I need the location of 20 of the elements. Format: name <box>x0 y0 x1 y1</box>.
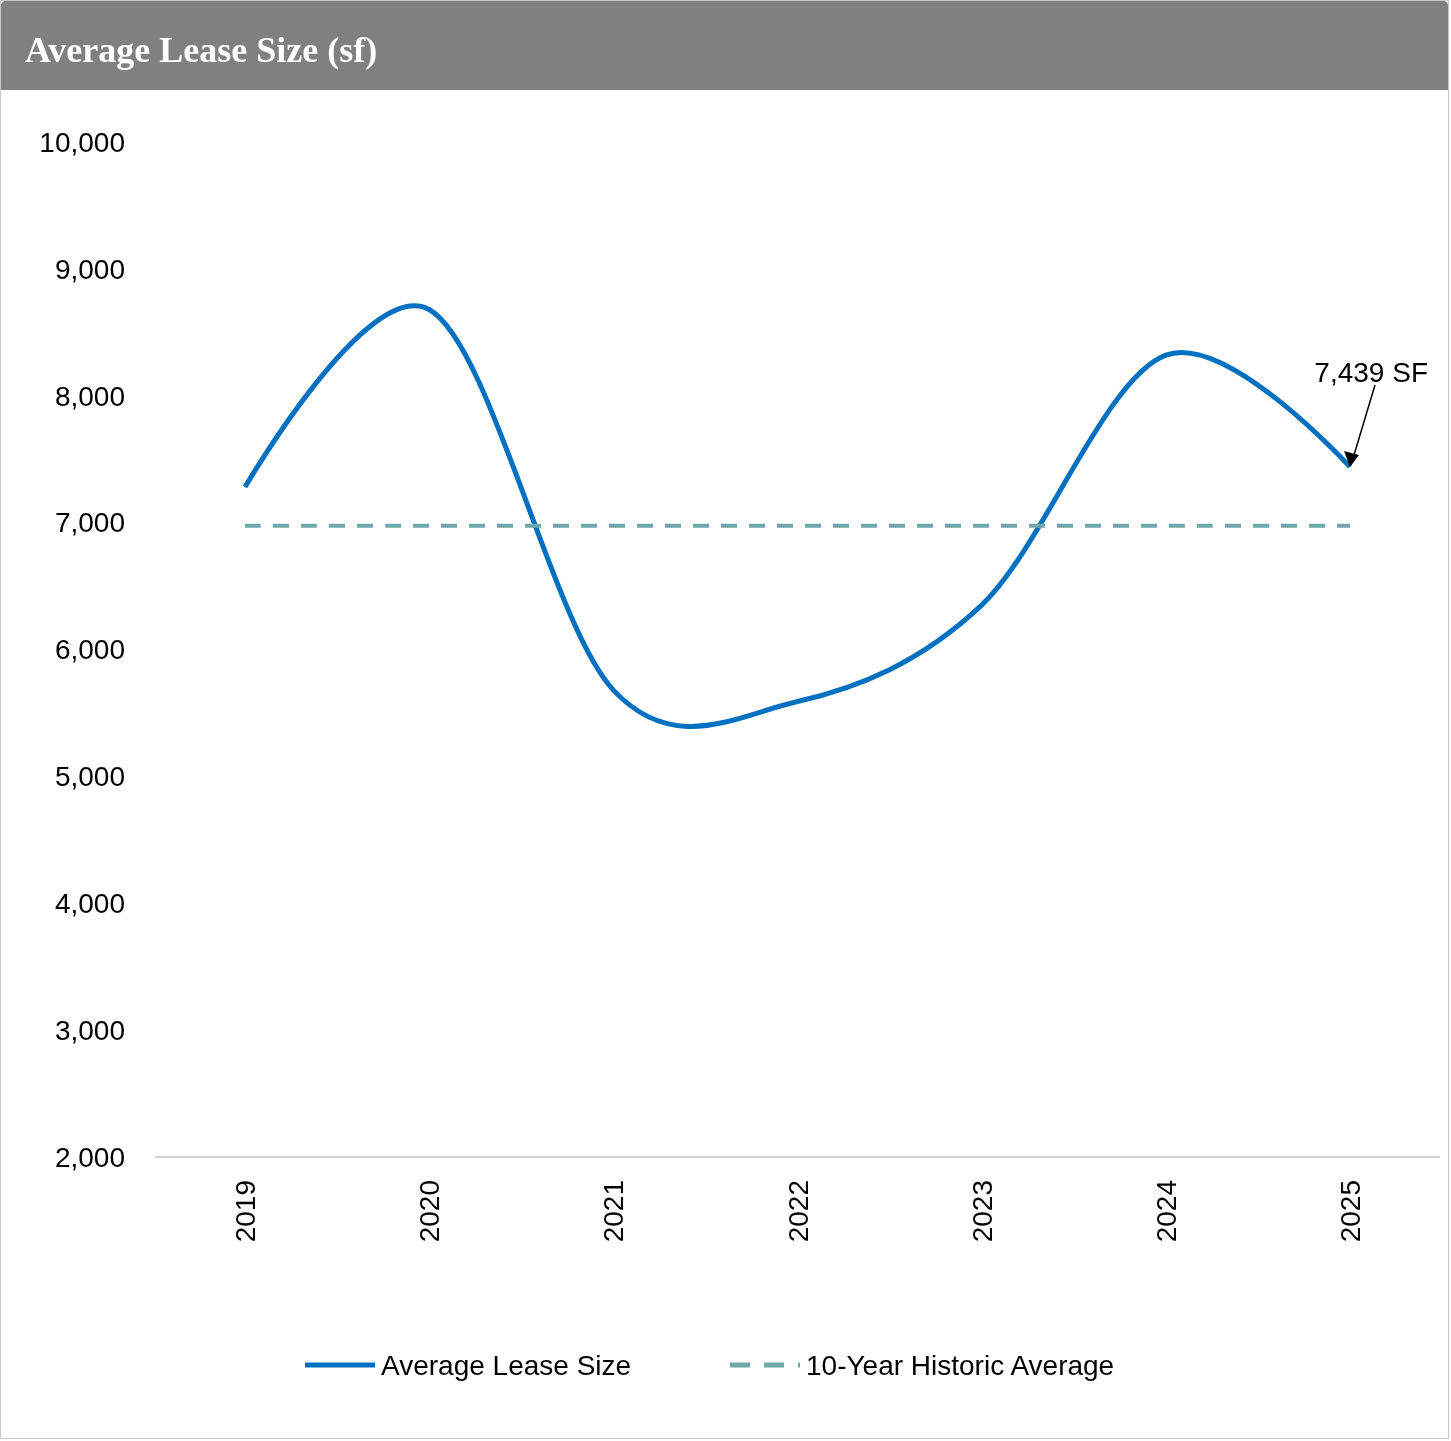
y-tick-label: 2,000 <box>54 1141 125 1173</box>
x-tick-label: 2020 <box>414 1180 446 1243</box>
y-tick-label: 8,000 <box>54 380 125 412</box>
annotation: 7,439 SF <box>1314 356 1428 388</box>
x-tick-label: 2024 <box>1150 1180 1182 1243</box>
y-tick-label: 7,000 <box>54 507 125 539</box>
x-tick-label: 2022 <box>782 1180 814 1243</box>
y-tick-label: 10,000 <box>39 126 125 158</box>
x-tick-label: 2019 <box>230 1180 261 1243</box>
y-tick-label: 4,000 <box>54 888 125 920</box>
legend-label: Average Lease Size <box>381 1349 632 1381</box>
y-tick-label: 9,000 <box>54 253 125 285</box>
y-tick-label: 3,000 <box>54 1014 125 1046</box>
x-tick-label: 2025 <box>1335 1180 1366 1243</box>
y-tick-label: 6,000 <box>54 634 125 666</box>
y-tick-label: 5,000 <box>54 761 125 793</box>
legend-label: 10-Year Historic Average <box>806 1349 1115 1381</box>
chart-title: Average Lease Size (sf) <box>25 30 378 70</box>
x-tick-label: 2023 <box>966 1180 998 1243</box>
x-tick-label: 2021 <box>598 1180 630 1243</box>
